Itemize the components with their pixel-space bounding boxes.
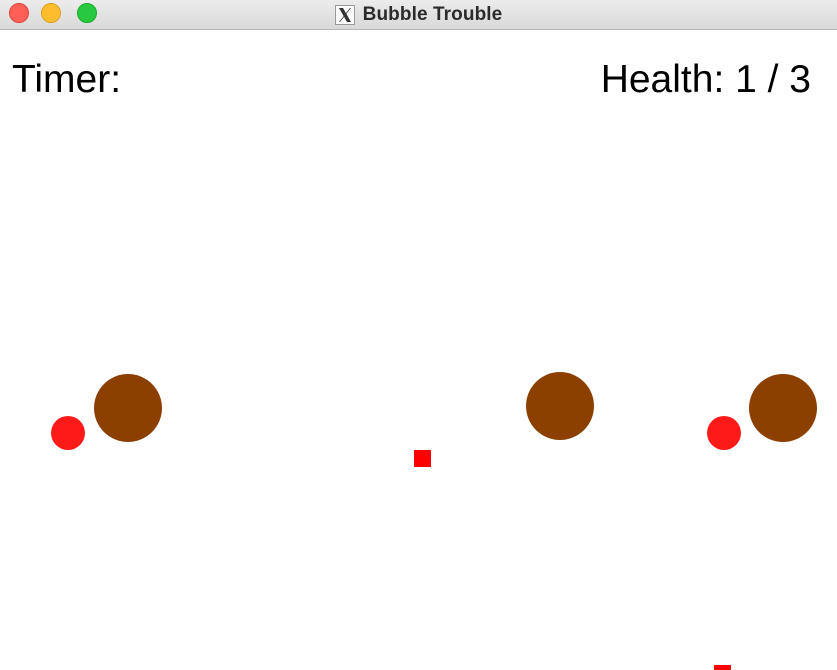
game-field[interactable]: [0, 31, 837, 670]
title-container: Bubble Trouble: [0, 0, 837, 30]
projectile: [414, 450, 431, 467]
minimize-window-button[interactable]: [41, 3, 61, 23]
small-bubble: [707, 416, 741, 450]
large-bubble: [526, 372, 594, 440]
window-title: Bubble Trouble: [362, 4, 503, 25]
timer-label: Timer:: [12, 58, 122, 101]
close-window-button[interactable]: [9, 3, 29, 23]
large-bubble: [749, 374, 817, 442]
health-label: Health: 1 / 3: [600, 58, 811, 101]
zoom-window-button[interactable]: [77, 3, 97, 23]
small-bubble: [51, 416, 85, 450]
x11-icon: [334, 5, 355, 25]
large-bubble: [94, 374, 162, 442]
projectile: [714, 665, 731, 670]
title-bar[interactable]: Bubble Trouble: [0, 0, 837, 30]
